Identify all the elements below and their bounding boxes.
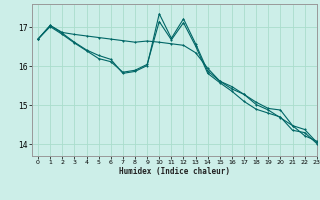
X-axis label: Humidex (Indice chaleur): Humidex (Indice chaleur) bbox=[119, 167, 230, 176]
